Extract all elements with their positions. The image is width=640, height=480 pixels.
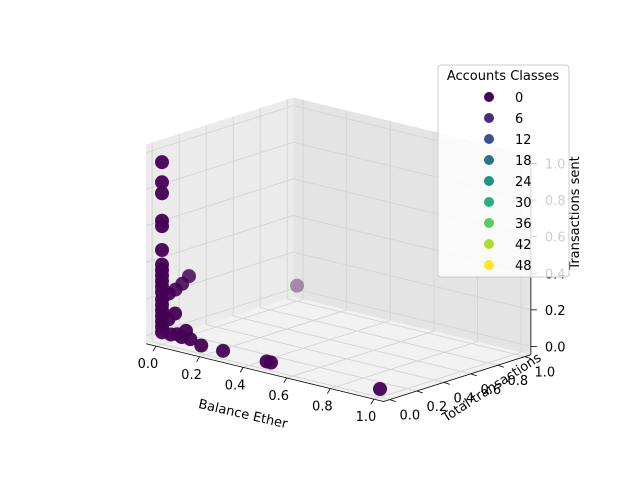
x-tick-label: 0.4 [225, 378, 246, 393]
scatter-point [155, 219, 169, 234]
grid-lines [145, 99, 532, 401]
legend-label: 48 [515, 259, 532, 274]
grid-line [145, 141, 294, 190]
y-tick-label: 0.0 [399, 409, 420, 424]
x-axis-line [146, 343, 384, 402]
scatter-point [155, 186, 169, 201]
scatter-point [155, 155, 169, 170]
grid-line [145, 215, 294, 263]
legend-label: 42 [515, 238, 532, 253]
grid-line [286, 330, 435, 379]
grid-line [287, 298, 525, 358]
tick-mark [497, 364, 504, 368]
y-tick-label: 0.2 [426, 400, 447, 415]
tick-mark [196, 356, 200, 362]
scatter-point [373, 382, 387, 396]
scatter-point [194, 338, 209, 353]
legend-marker [484, 260, 494, 270]
x-tick-label: 0.0 [138, 357, 159, 372]
tick-mark [326, 388, 331, 394]
y-tick-labels: 0.0 0.2 0.4 0.6 0.8 1.0 [399, 366, 555, 424]
grid-line [179, 332, 417, 392]
tick-mark [370, 398, 375, 405]
legend-label: 12 [515, 133, 532, 148]
grid-line [145, 178, 294, 227]
legend-frame [437, 64, 570, 278]
y-tick-label: 0.6 [480, 383, 501, 398]
scatter-points [155, 155, 387, 396]
legend-label: 18 [515, 154, 532, 169]
pane-back-bottom [146, 296, 531, 402]
tick-mark [152, 345, 157, 352]
legend: Accounts Classes 0 6 12 18 24 30 36 42 48 [437, 64, 570, 278]
grid-line [293, 288, 532, 347]
tick-mark [283, 377, 288, 384]
legend-marker [484, 155, 494, 165]
legend-marker [484, 113, 494, 123]
legend-label: 6 [515, 112, 523, 127]
x-tick-label: 0.8 [312, 400, 333, 415]
x-tick-label: 0.6 [268, 389, 289, 404]
y-tick-label: 0.8 [507, 374, 528, 389]
tick-mark [239, 367, 244, 373]
legend-label: 36 [515, 217, 532, 232]
scatter-point [155, 175, 169, 190]
x-tick-label: 1.0 [356, 410, 377, 425]
z-axis-label: Transactions sent [568, 156, 583, 270]
tick-mark [416, 390, 423, 394]
legend-marker [484, 92, 494, 102]
scatter-point [290, 278, 304, 293]
x-tick-label: 0.2 [181, 368, 202, 383]
x-tick-labels: 0.0 0.2 0.4 0.6 0.8 1.0 [138, 357, 377, 425]
grid-line [152, 341, 390, 401]
y-tick-label: 0.4 [453, 391, 474, 406]
legend-marker [484, 218, 494, 228]
legend-marker [484, 176, 494, 186]
legend-entries: 0 6 12 18 24 30 36 42 48 [484, 91, 532, 274]
scatter-point [264, 355, 278, 370]
grid-line [330, 341, 478, 390]
tick-mark [389, 399, 396, 402]
scatter-point [168, 306, 183, 321]
legend-label: 30 [515, 196, 532, 211]
y-tick-label: 1.0 [534, 366, 555, 381]
legend-label: 0 [515, 91, 523, 106]
grid-line [206, 324, 444, 383]
grid-line [293, 251, 532, 311]
tick-mark [524, 356, 531, 359]
scatter-point [216, 343, 231, 358]
scatter-point [183, 332, 198, 347]
tick-mark [470, 373, 477, 377]
legend-marker [484, 197, 494, 207]
grid-line [233, 315, 471, 375]
tick-mark [443, 382, 450, 385]
legend-marker [484, 239, 494, 249]
y-axis-line [383, 354, 532, 402]
legend-title: Accounts Classes [447, 69, 560, 84]
z-tick-label: 0.2 [545, 304, 566, 319]
legend-label: 24 [515, 175, 532, 190]
scatter-point [155, 242, 169, 257]
grid-line [373, 351, 522, 400]
grid-line [260, 306, 498, 366]
legend-marker [484, 134, 494, 144]
grid-line [145, 105, 294, 154]
z-tick-label: 0.0 [545, 340, 566, 355]
